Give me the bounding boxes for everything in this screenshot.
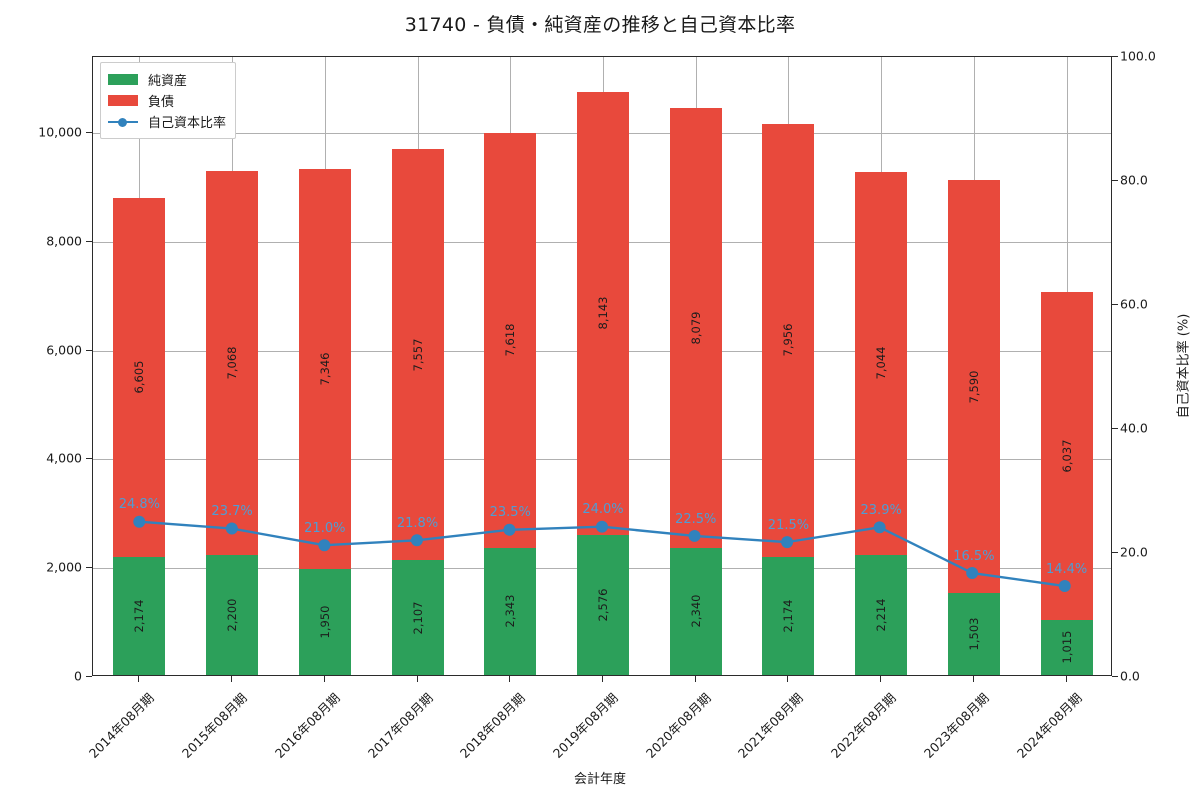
ratio-marker[interactable] xyxy=(873,521,886,534)
legend-item[interactable]: 負債 xyxy=(108,90,226,111)
x-axis-tick-mark xyxy=(694,676,696,682)
bar-segment-equity[interactable]: 1,503 xyxy=(947,593,1000,675)
legend-color-swatch xyxy=(108,95,138,106)
legend-item-label: 純資産 xyxy=(148,74,188,89)
chart-legend: 純資産負債自己資本比率 xyxy=(100,62,237,139)
ratio-line-series xyxy=(133,515,1071,592)
chart-title: 31740 - 負債・純資産の推移と自己資本比率 xyxy=(404,14,796,36)
x-axis-tick-mark xyxy=(880,676,882,682)
bar-segment-liability[interactable]: 7,068 xyxy=(206,170,259,556)
legend-item-label: 自己資本比率 xyxy=(148,116,227,131)
legend-line-icon xyxy=(108,116,138,127)
x-axis-tick-mark xyxy=(138,676,140,682)
ratio-marker[interactable] xyxy=(596,520,608,533)
bar-segment-equity[interactable]: 1,015 xyxy=(1040,619,1093,675)
bar-segment-liability[interactable]: 6,605 xyxy=(113,197,166,557)
bar-segment-liability[interactable]: 7,346 xyxy=(298,169,351,569)
bar-group[interactable]: 1,015 6,037 xyxy=(1040,291,1093,675)
bar-segment-liability[interactable]: 8,079 xyxy=(669,108,722,548)
legend-item[interactable]: 純資産 xyxy=(108,69,226,90)
bar-segment-equity[interactable]: 2,576 xyxy=(577,534,629,675)
bar-segment-liability[interactable]: 8,143 xyxy=(577,92,629,535)
y-axis-right-tick-label: 80.0 xyxy=(1120,172,1148,188)
x-axis-tick-mark xyxy=(1065,676,1067,682)
bar-segment-equity[interactable]: 1,950 xyxy=(298,568,351,675)
bar-group[interactable]: 2,343 7,618 xyxy=(484,133,537,675)
bar-group[interactable]: 2,214 7,044 xyxy=(855,171,908,675)
bar-segment-liability[interactable]: 7,557 xyxy=(391,149,444,561)
y-axis-left-tick-label: 4,000 xyxy=(46,450,82,466)
x-axis-tick-mark xyxy=(231,676,233,682)
y-axis-left-tick-label: 6,000 xyxy=(46,342,82,358)
y-axis-right-tick-mark xyxy=(1112,552,1118,553)
ratio-marker[interactable] xyxy=(966,567,979,580)
bar-group[interactable]: 2,200 7,068 xyxy=(206,170,259,675)
bar-segment-equity[interactable]: 2,174 xyxy=(762,556,815,675)
legend-item-label: 負債 xyxy=(148,95,175,110)
legend-item[interactable]: 自己資本比率 xyxy=(108,111,226,132)
y-axis-right-tick-mark xyxy=(1112,428,1118,429)
y-axis-right-tick-label: 60.0 xyxy=(1120,296,1148,312)
y-axis-right-tick-label: 20.0 xyxy=(1120,544,1148,560)
x-axis-tick-mark xyxy=(972,676,974,682)
y-axis-left-tick-mark xyxy=(86,567,92,569)
bar-segment-equity[interactable]: 2,107 xyxy=(391,560,444,675)
bar-segment-equity[interactable]: 2,214 xyxy=(855,554,908,675)
x-axis-tick-mark xyxy=(787,676,789,682)
bar-group[interactable]: 2,174 6,605 xyxy=(113,197,166,675)
x-axis-tick-mark xyxy=(416,676,418,682)
ratio-marker[interactable] xyxy=(133,515,146,528)
y-axis-right-tick-mark xyxy=(1112,304,1118,305)
x-axis-tick-mark xyxy=(323,676,325,682)
bar-group[interactable]: 1,503 7,590 xyxy=(947,180,1000,675)
y-axis-right-tick-label: 100.0 xyxy=(1120,48,1156,64)
bar-group[interactable]: 2,174 7,956 xyxy=(762,124,815,675)
bar-segment-equity[interactable]: 2,174 xyxy=(113,556,166,675)
y-axis-right-label: 自己資本比率 (%) xyxy=(1176,313,1192,419)
y-axis-left-label: 金額（百万円） xyxy=(0,266,2,466)
bar-group[interactable]: 2,107 7,557 xyxy=(391,149,444,675)
ratio-marker[interactable] xyxy=(225,522,238,535)
x-axis-label: 会計年度 xyxy=(573,772,626,787)
y-axis-left-tick-mark xyxy=(86,240,92,242)
y-axis-left-tick-mark xyxy=(86,676,92,677)
bar-group[interactable]: 2,340 8,079 xyxy=(669,108,722,675)
y-axis-right-tick-mark xyxy=(1112,676,1118,677)
x-axis-tick-mark xyxy=(602,676,603,682)
bar-segment-liability[interactable]: 7,618 xyxy=(484,133,537,548)
ratio-marker[interactable] xyxy=(318,539,331,552)
bar-segment-liability[interactable]: 7,044 xyxy=(855,171,908,555)
y-axis-left-tick-label: 8,000 xyxy=(46,233,82,249)
y-axis-right-tick-mark xyxy=(1112,56,1118,57)
ratio-marker[interactable] xyxy=(410,534,423,547)
y-axis-left-tick-mark xyxy=(86,458,92,460)
bar-group[interactable]: 2,576 8,143 xyxy=(577,92,629,675)
bar-segment-liability[interactable]: 7,590 xyxy=(947,180,1000,594)
ratio-marker[interactable] xyxy=(503,523,516,536)
ratio-marker[interactable] xyxy=(688,529,701,542)
bar-segment-equity[interactable]: 2,200 xyxy=(206,555,259,675)
y-axis-left-tick-label: 10,000 xyxy=(38,124,82,140)
bar-segment-liability[interactable]: 6,037 xyxy=(1040,291,1093,620)
y-axis-left-tick-label: 2,000 xyxy=(46,559,82,575)
legend-color-swatch xyxy=(108,74,138,85)
ratio-marker[interactable] xyxy=(781,536,794,549)
y-axis-right-tick-label: 40.0 xyxy=(1120,420,1148,436)
y-axis-left-tick-mark xyxy=(86,349,92,351)
y-axis-right-tick-mark xyxy=(1112,180,1118,181)
ratio-marker[interactable] xyxy=(1058,580,1071,592)
y-axis-left-tick-mark xyxy=(86,132,92,134)
y-axis-left-tick-label: 0 xyxy=(74,668,82,684)
bar-segment-equity[interactable]: 2,340 xyxy=(669,547,722,675)
x-axis-tick-mark xyxy=(509,676,511,682)
plot-area: 2,174 6,605 2,200 7,068 1,950 7,346 2,107 7,557… xyxy=(92,56,1112,676)
bar-group[interactable]: 1,950 7,346 xyxy=(298,169,351,675)
y-axis-right-tick-label: 0.0 xyxy=(1120,668,1140,684)
bar-segment-liability[interactable]: 7,956 xyxy=(762,124,815,557)
bar-segment-equity[interactable]: 2,343 xyxy=(484,547,537,675)
